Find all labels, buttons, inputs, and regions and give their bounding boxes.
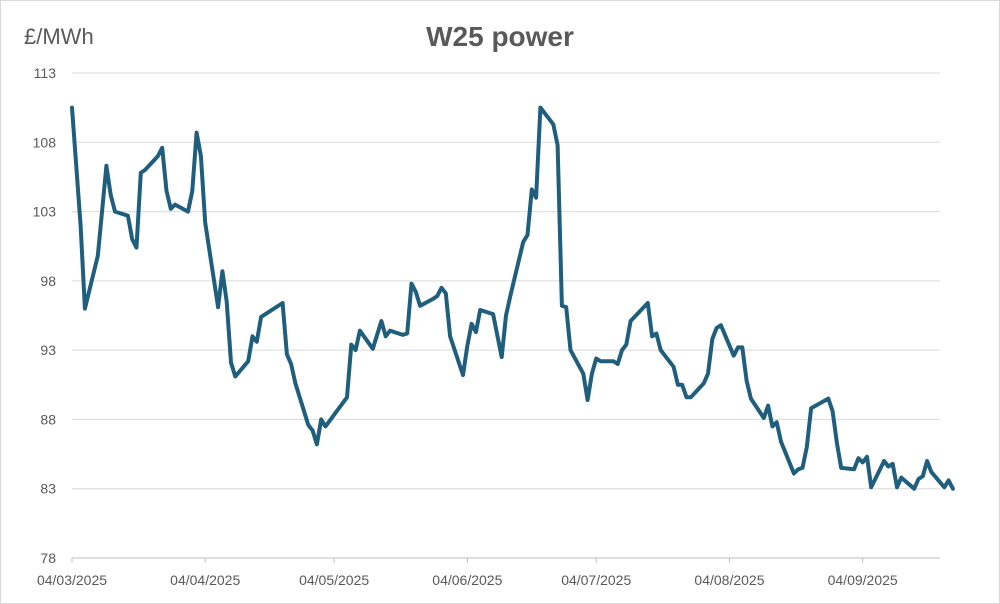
x-tick-label: 04/05/2025 [299,572,369,588]
y-tick-label: 113 [34,65,57,81]
y-tick-label: 108 [33,134,57,150]
x-tick-label: 04/03/2025 [37,572,107,588]
x-tick-label: 04/09/2025 [828,572,898,588]
y-tick-label: 83 [40,481,56,497]
x-axis-ticks: 04/03/2025 04/04/2025 04/05/2025 04/06/2025… [37,558,898,588]
chart-title: W25 power [426,21,574,52]
x-tick-label: 04/04/2025 [170,572,240,588]
y-axis-ticks: 78 83 88 93 98 103 108 113 [33,65,57,566]
y-tick-label: 93 [40,342,56,358]
y-tick-label: 78 [40,550,56,566]
y-axis-unit-label: £/MWh [24,24,94,49]
series-layer [70,105,955,491]
x-tick-label: 04/07/2025 [561,572,631,588]
y-tick-label: 88 [40,411,56,427]
series-line-0 [70,105,955,491]
x-tick-label: 04/08/2025 [694,572,764,588]
y-tick-label: 98 [40,273,56,289]
x-tick-label: 04/06/2025 [432,572,502,588]
gridlines [72,72,940,559]
y-tick-label: 103 [33,204,57,220]
